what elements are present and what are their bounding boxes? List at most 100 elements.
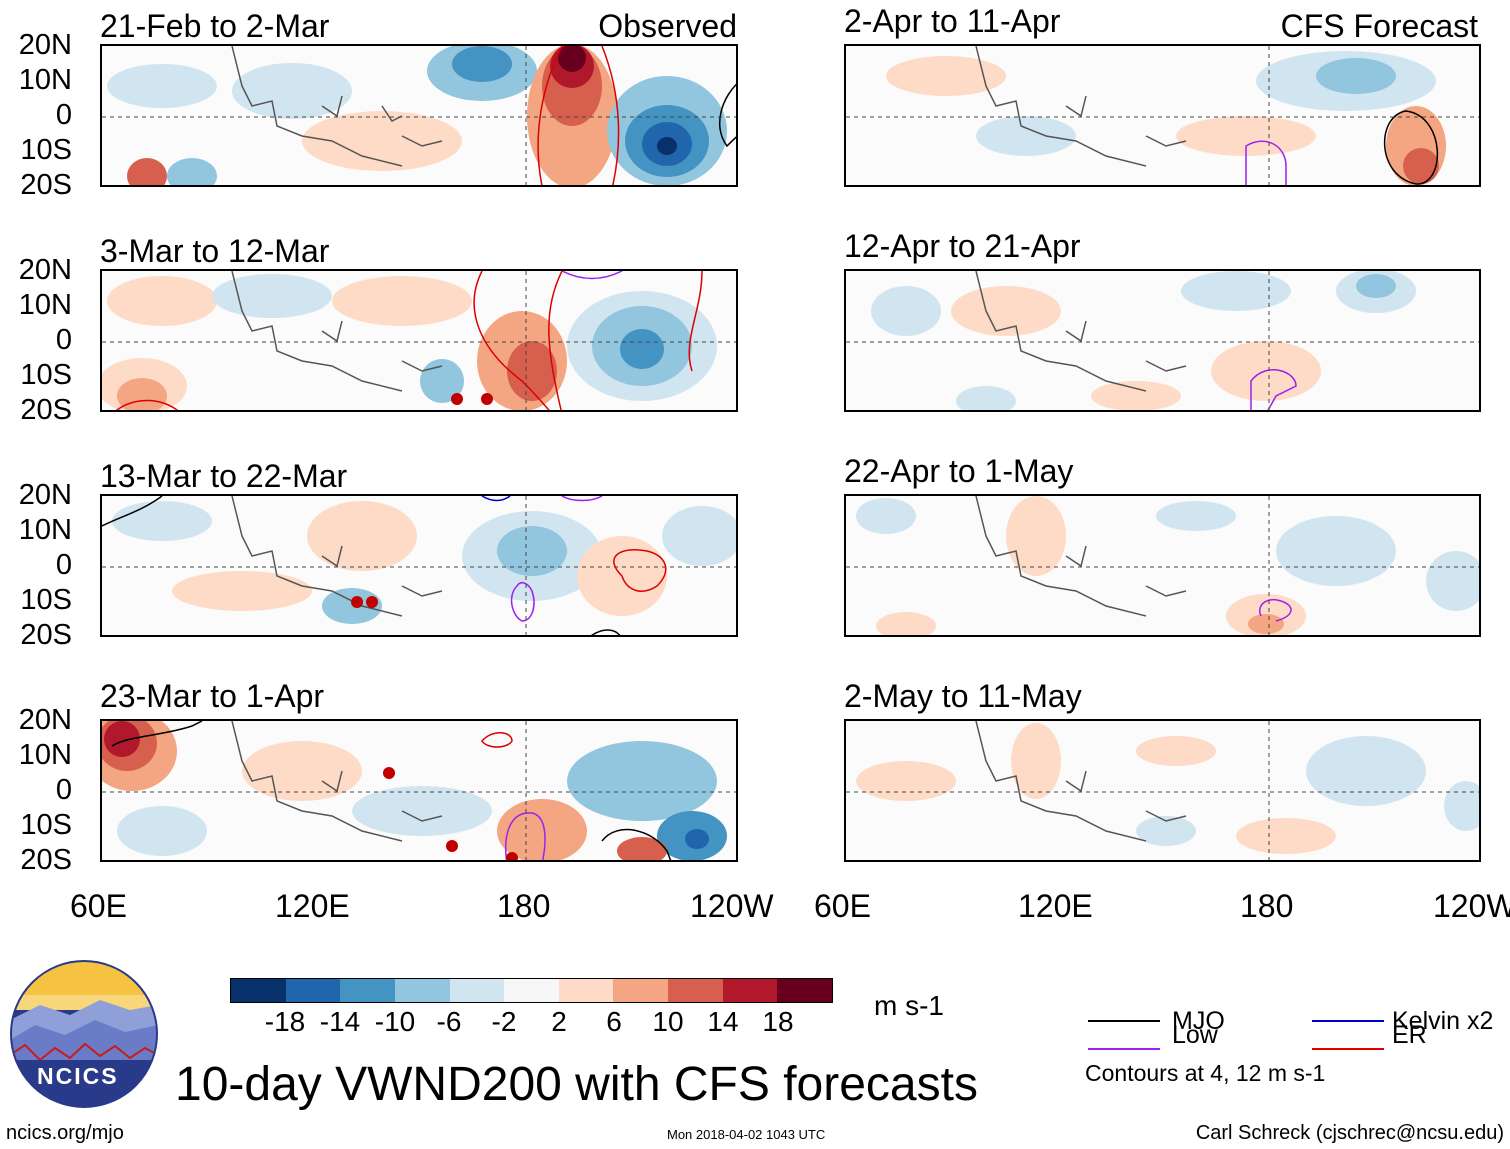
period-title-obs-2: 3-Mar to 12-Mar — [100, 233, 330, 269]
anomaly-blob — [1091, 381, 1181, 410]
kelvin-contour — [481, 496, 511, 502]
legend-line-er — [1312, 1048, 1384, 1050]
colorbar-swatch — [504, 979, 559, 1002]
er-contour — [473, 271, 563, 410]
lon-label: 60E — [814, 888, 871, 924]
legend-line-mjo — [1088, 1020, 1160, 1022]
coastline — [975, 271, 1187, 392]
low-contour — [505, 812, 546, 860]
anomaly-blob — [307, 501, 417, 571]
lat-label: 20S — [20, 394, 72, 426]
lat-label: 10S — [20, 809, 72, 841]
footer-author: Carl Schreck (cjschrec@ncsu.edu) — [1195, 1122, 1504, 1144]
anomaly-blob — [1011, 723, 1061, 799]
anomaly-blob — [871, 286, 941, 336]
lon-label: 120W — [690, 888, 774, 924]
anomaly-blob — [620, 329, 664, 369]
colorbar-tick-label: -14 — [319, 1006, 361, 1037]
storm-marker — [383, 767, 395, 779]
lon-label: 180 — [1240, 888, 1294, 924]
period-title-fcst-1: 2-Apr to 11-Apr — [844, 3, 1061, 39]
low-contour — [1250, 369, 1297, 410]
mjo-contour — [591, 629, 621, 635]
legend-label-mjo: MJO — [1172, 1007, 1225, 1035]
lat-label: 10N — [18, 514, 72, 546]
low-contour — [561, 496, 603, 502]
period-title-obs-1: 21-Feb to 2-Mar — [100, 8, 330, 44]
anomaly-blob — [1426, 551, 1479, 611]
anomaly-blob — [876, 612, 936, 635]
colorbar-tick-label: 14 — [707, 1006, 739, 1037]
figure-title: 10-day VWND200 with CFS forecasts — [175, 1058, 978, 1111]
anomaly-blob — [1176, 116, 1316, 156]
map-panel-obs-1 — [100, 44, 738, 187]
storm-marker — [351, 596, 363, 608]
anomaly-blob — [242, 741, 362, 801]
anomaly-blob — [107, 64, 217, 108]
mjo-contour — [1384, 110, 1438, 185]
coastline — [975, 721, 1187, 842]
anomaly-blob — [212, 274, 332, 318]
period-title-fcst-3: 22-Apr to 1-May — [844, 453, 1074, 489]
period-title-fcst-4: 2-May to 11-May — [844, 678, 1082, 714]
anomaly-blob — [956, 386, 1016, 410]
anomaly-blob — [1276, 516, 1396, 586]
anomaly-blob — [1356, 274, 1396, 298]
anomaly-blob — [172, 571, 312, 611]
storm-marker — [481, 393, 493, 405]
er-contour — [688, 271, 703, 372]
anomaly-blob — [1444, 781, 1479, 831]
coastline — [231, 271, 443, 392]
anomaly-blob — [1156, 501, 1236, 531]
colorbar-swatch — [340, 979, 395, 1002]
colorbar-tick-label: 18 — [762, 1006, 794, 1037]
colorbar-tick-label: -10 — [374, 1006, 416, 1037]
anomaly-blob — [1136, 736, 1216, 766]
colorbar-swatch — [777, 979, 833, 1002]
low-contour — [1245, 140, 1287, 185]
coastline — [975, 46, 1187, 167]
colorbar-swatch — [394, 979, 450, 1002]
storm-marker — [366, 596, 378, 608]
contour-note: Contours at 4, 12 m s-1 — [1085, 1060, 1326, 1086]
period-title-obs-4: 23-Mar to 1-Apr — [100, 678, 325, 714]
lat-label: 20N — [18, 29, 72, 61]
colorbar-tick-label: -6 — [436, 1006, 462, 1037]
period-title-obs-3: 13-Mar to 22-Mar — [100, 458, 348, 494]
coastline — [231, 721, 443, 842]
footer-timestamp: Mon 2018-04-02 1043 UTC — [667, 1127, 826, 1142]
lat-label: 20N — [18, 704, 72, 736]
anomaly-blob — [1136, 816, 1196, 846]
colorbar-swatch — [558, 979, 614, 1002]
anomaly-blob — [657, 137, 677, 155]
lon-label: 60E — [70, 888, 127, 924]
legend-label-kelvin: Kelvin x2 — [1392, 1007, 1494, 1035]
anomaly-blob — [976, 116, 1076, 156]
period-title-fcst-2: 12-Apr to 21-Apr — [844, 228, 1081, 264]
observed-tag: Observed — [598, 8, 737, 44]
colorbar — [230, 978, 833, 1003]
lat-label: 0 — [55, 324, 72, 356]
anomaly-blob — [107, 276, 217, 326]
anomaly-blob — [322, 588, 382, 624]
anomaly-blob — [558, 46, 586, 72]
lat-label: 10N — [18, 289, 72, 321]
lat-label: 0 — [55, 774, 72, 806]
anomaly-blob — [302, 111, 462, 171]
colorbar-swatch — [668, 979, 723, 1002]
storm-marker — [506, 852, 518, 860]
legend-label-er: ER — [1392, 1021, 1427, 1049]
anomaly-blob — [886, 56, 1006, 96]
er-contour — [481, 732, 513, 748]
low-contour — [1259, 599, 1292, 622]
er-contour — [537, 46, 620, 185]
legend-label-low: Low — [1172, 1021, 1218, 1049]
anomaly-blob — [951, 286, 1061, 336]
lat-label: 0 — [55, 549, 72, 581]
anomaly-blob — [856, 498, 916, 534]
mjo-contour — [102, 496, 163, 527]
colorbar-swatch — [449, 979, 505, 1002]
anomaly-blob — [567, 741, 717, 821]
colorbar-swatch — [285, 979, 341, 1002]
lat-label: 20S — [20, 844, 72, 876]
